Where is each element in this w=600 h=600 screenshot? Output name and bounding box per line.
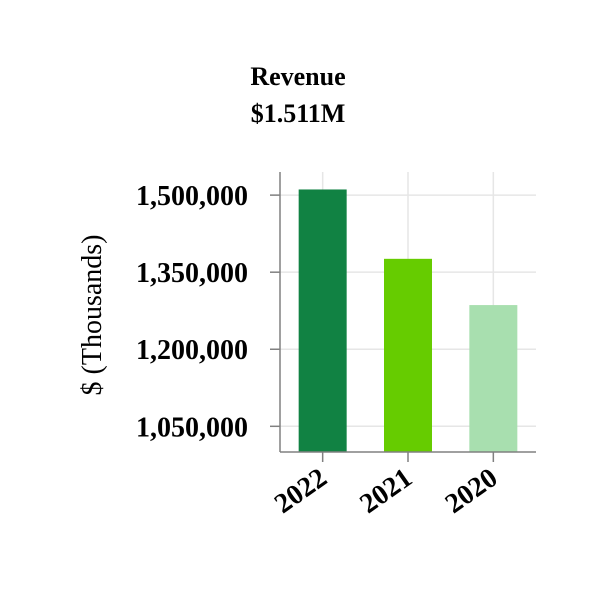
bar-2022 xyxy=(298,189,347,452)
x-tick-label: 2022 xyxy=(269,462,333,520)
x-tick-label: 2021 xyxy=(354,462,418,520)
chart-title: Revenue xyxy=(250,62,345,91)
y-tick-label: 1,200,000 xyxy=(136,335,248,366)
y-tick-label: 1,050,000 xyxy=(136,412,248,443)
plot-area: 1,050,000 1,200,000 1,350,000 1,500,000 2022… xyxy=(136,172,536,520)
bar-2021 xyxy=(384,258,432,452)
bar-2020 xyxy=(469,305,518,452)
x-tick-label: 2020 xyxy=(440,462,504,520)
y-axis-label: $ (Thousands) xyxy=(77,235,108,396)
y-tick-label: 1,500,000 xyxy=(136,181,248,212)
y-tick-label: 1,350,000 xyxy=(136,258,248,289)
chart-subtitle: $1.511M xyxy=(251,99,346,128)
